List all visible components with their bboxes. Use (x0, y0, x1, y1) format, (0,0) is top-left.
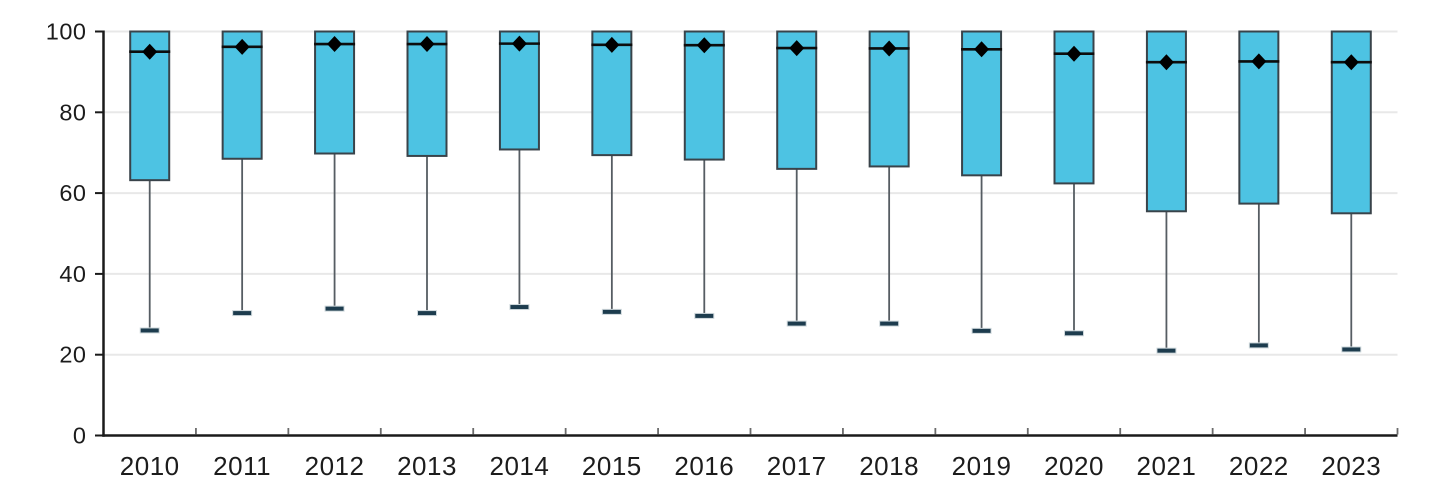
gridlines (102, 30, 1398, 356)
box-group-2016 (683, 30, 725, 319)
whisker-cap (324, 305, 345, 312)
box-group-2017 (776, 30, 818, 327)
box-group-2021 (1145, 30, 1187, 354)
box-group-2019 (961, 30, 1003, 334)
box-group-2011 (221, 30, 263, 317)
whisker-cap (139, 327, 160, 334)
x-tick-label-2011: 2011 (213, 451, 271, 481)
whisker-cap (1248, 342, 1269, 349)
box-group-2015 (591, 30, 633, 315)
whisker-cap (232, 310, 253, 317)
whisker-cap (971, 327, 992, 334)
mean-diamond-marker (1343, 54, 1359, 71)
x-tick-label-2012: 2012 (305, 451, 365, 481)
x-tick-label-2021: 2021 (1137, 451, 1197, 481)
y-tick-label-100: 100 (46, 19, 87, 45)
box-group-2018 (868, 30, 910, 327)
box-group-2010 (129, 30, 171, 334)
x-tick-label-2013: 2013 (397, 451, 457, 481)
mean-diamond-marker (881, 40, 897, 57)
mean-diamond-marker (419, 36, 435, 53)
x-tick-label-2022: 2022 (1229, 451, 1289, 481)
box-group-2013 (406, 30, 448, 317)
y-tick-label-0: 0 (73, 423, 87, 449)
box-series (129, 30, 1372, 354)
x-tick-label-2010: 2010 (120, 451, 180, 481)
whisker-cap (509, 304, 530, 311)
y-tick-label-80: 80 (59, 99, 86, 125)
iqr-box (1053, 30, 1095, 185)
axes: 0 20 40 60 80 100 2010 2011 2012 2013 2014 2015 2016… (46, 19, 1399, 481)
box-group-2020 (1053, 30, 1095, 337)
mean-diamond-marker (327, 36, 343, 53)
y-tick-label-60: 60 (59, 180, 86, 206)
whisker-cap (879, 320, 900, 327)
mean-diamond-marker (696, 37, 712, 54)
box-group-2012 (314, 30, 356, 312)
mean-diamond-marker (142, 43, 158, 60)
mean-diamond-marker (1158, 54, 1174, 71)
iqr-box (221, 30, 263, 160)
x-tick-label-2023: 2023 (1321, 451, 1381, 481)
x-tick-label-2020: 2020 (1044, 451, 1104, 481)
y-tick-label-40: 40 (59, 261, 86, 287)
y-tick-label-20: 20 (59, 342, 86, 368)
x-tick-label-2015: 2015 (582, 451, 642, 481)
box-group-2023 (1330, 30, 1372, 353)
mean-diamond-marker (1066, 45, 1082, 62)
box-group-2014 (498, 30, 540, 311)
mean-diamond-marker (234, 38, 250, 55)
mean-diamond-marker (604, 36, 620, 53)
x-tick-label-2018: 2018 (859, 451, 919, 481)
x-tick-label-2014: 2014 (490, 451, 550, 481)
whisker-cap (1341, 346, 1362, 353)
whisker-cap (694, 312, 715, 319)
whisker-cap (1064, 330, 1084, 337)
whisker-cap (417, 310, 437, 317)
whisker-cap (601, 308, 622, 315)
box-group-2022 (1238, 30, 1280, 349)
whisker-cap (786, 320, 807, 327)
mean-diamond-marker (974, 41, 990, 58)
whisker-cap (1156, 347, 1177, 354)
x-tick-label-2017: 2017 (767, 451, 827, 481)
x-tick-label-2019: 2019 (952, 451, 1012, 481)
mean-diamond-marker (1251, 53, 1267, 70)
mean-diamond-marker (511, 35, 527, 52)
iqr-box (406, 30, 448, 157)
x-tick-label-2016: 2016 (674, 451, 734, 481)
mean-diamond-marker (789, 40, 805, 57)
